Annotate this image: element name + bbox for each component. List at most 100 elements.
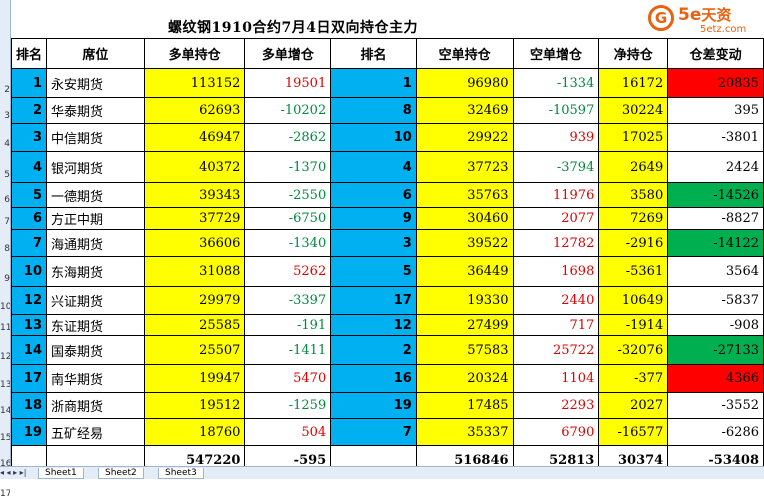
short-position-cell[interactable]: 96980 xyxy=(415,68,514,98)
long-position-cell[interactable]: 19947 xyxy=(143,364,246,393)
short-position-cell[interactable]: 39522 xyxy=(415,229,514,257)
long-rank-cell[interactable]: 1 xyxy=(10,68,48,98)
header-net-position[interactable]: 净持仓 xyxy=(598,38,669,69)
short-rank-cell[interactable]: 12 xyxy=(330,314,417,336)
diff-change-cell[interactable]: -3801 xyxy=(667,123,764,152)
short-rank-cell[interactable]: 4 xyxy=(330,151,417,183)
long-position-cell[interactable]: 31088 xyxy=(143,256,246,287)
short-rank-cell[interactable]: 17 xyxy=(330,286,417,315)
seat-name-cell[interactable]: 兴证期货 xyxy=(46,286,145,315)
long-change-cell[interactable]: -191 xyxy=(244,314,332,336)
short-position-cell[interactable]: 29922 xyxy=(415,123,514,152)
net-position-cell[interactable]: -5361 xyxy=(598,256,669,287)
long-rank-cell[interactable]: 17 xyxy=(10,364,48,393)
diff-change-cell[interactable]: 395 xyxy=(667,97,764,124)
short-rank-cell[interactable]: 5 xyxy=(330,256,417,287)
long-change-cell[interactable]: -3397 xyxy=(244,286,332,315)
seat-name-cell[interactable]: 国泰期货 xyxy=(46,335,145,365)
short-change-cell[interactable]: 1104 xyxy=(512,364,600,393)
short-position-cell[interactable]: 19330 xyxy=(415,286,514,315)
short-position-cell[interactable]: 27499 xyxy=(415,314,514,336)
short-change-cell[interactable]: 717 xyxy=(512,314,600,336)
header-long-change[interactable]: 多单增仓 xyxy=(244,38,332,69)
seat-name-cell[interactable]: 五矿经易 xyxy=(46,418,145,446)
long-change-cell[interactable]: 5262 xyxy=(244,256,332,287)
header-long-rank[interactable]: 排名 xyxy=(10,38,48,69)
net-position-cell[interactable]: -377 xyxy=(598,364,669,393)
net-position-cell[interactable]: 7269 xyxy=(598,207,669,230)
long-rank-cell[interactable]: 4 xyxy=(10,151,48,183)
long-rank-cell[interactable]: 2 xyxy=(10,97,48,124)
short-position-cell[interactable]: 35337 xyxy=(415,418,514,446)
long-position-cell[interactable]: 19512 xyxy=(143,392,246,419)
long-rank-cell[interactable]: 18 xyxy=(10,392,48,419)
short-rank-cell[interactable]: 7 xyxy=(330,418,417,446)
long-position-cell[interactable]: 25507 xyxy=(143,335,246,365)
seat-name-cell[interactable]: 南华期货 xyxy=(46,364,145,393)
header-seat[interactable]: 席位 xyxy=(46,38,145,69)
net-position-cell[interactable]: 2649 xyxy=(598,151,669,183)
short-change-cell[interactable]: 25722 xyxy=(512,335,600,365)
long-position-cell[interactable]: 29979 xyxy=(143,286,246,315)
diff-change-cell[interactable]: -908 xyxy=(667,314,764,336)
diff-change-cell[interactable]: 2424 xyxy=(667,151,764,183)
short-change-cell[interactable]: 2293 xyxy=(512,392,600,419)
short-position-cell[interactable]: 30460 xyxy=(415,207,514,230)
short-change-cell[interactable]: -3794 xyxy=(512,151,600,183)
long-change-cell[interactable]: -1259 xyxy=(244,392,332,419)
seat-name-cell[interactable]: 中信期货 xyxy=(46,123,145,152)
short-position-cell[interactable]: 35763 xyxy=(415,182,514,208)
long-position-cell[interactable]: 39343 xyxy=(143,182,246,208)
long-rank-cell[interactable]: 14 xyxy=(10,335,48,365)
long-position-cell[interactable]: 36606 xyxy=(143,229,246,257)
long-change-cell[interactable]: 5470 xyxy=(244,364,332,393)
short-rank-cell[interactable]: 8 xyxy=(330,97,417,124)
long-rank-cell[interactable]: 3 xyxy=(10,123,48,152)
long-change-cell[interactable]: -6750 xyxy=(244,207,332,230)
short-rank-cell[interactable]: 6 xyxy=(330,182,417,208)
long-position-cell[interactable]: 62693 xyxy=(143,97,246,124)
short-position-cell[interactable]: 57583 xyxy=(415,335,514,365)
diff-change-cell[interactable]: -5837 xyxy=(667,286,764,315)
short-position-cell[interactable]: 20324 xyxy=(415,364,514,393)
net-position-cell[interactable]: -16577 xyxy=(598,418,669,446)
short-position-cell[interactable]: 17485 xyxy=(415,392,514,419)
header-short-rank[interactable]: 排名 xyxy=(330,38,417,69)
diff-change-cell[interactable]: 4366 xyxy=(667,364,764,393)
seat-name-cell[interactable]: 海通期货 xyxy=(46,229,145,257)
short-change-cell[interactable]: 1698 xyxy=(512,256,600,287)
diff-change-cell[interactable]: -27133 xyxy=(667,335,764,365)
short-change-cell[interactable]: -10597 xyxy=(512,97,600,124)
short-rank-cell[interactable]: 2 xyxy=(330,335,417,365)
net-position-cell[interactable]: 16172 xyxy=(598,68,669,98)
long-rank-cell[interactable]: 13 xyxy=(10,314,48,336)
short-position-cell[interactable]: 36449 xyxy=(415,256,514,287)
short-change-cell[interactable]: 6790 xyxy=(512,418,600,446)
header-diff-change[interactable]: 仓差变动 xyxy=(667,38,764,69)
header-short-change[interactable]: 空单增仓 xyxy=(512,38,600,69)
short-rank-cell[interactable]: 19 xyxy=(330,392,417,419)
short-change-cell[interactable]: 2077 xyxy=(512,207,600,230)
seat-name-cell[interactable]: 东海期货 xyxy=(46,256,145,287)
seat-name-cell[interactable]: 方正中期 xyxy=(46,207,145,230)
seat-name-cell[interactable]: 浙商期货 xyxy=(46,392,145,419)
seat-name-cell[interactable]: 银河期货 xyxy=(46,151,145,183)
long-position-cell[interactable]: 37729 xyxy=(143,207,246,230)
long-change-cell[interactable]: 19501 xyxy=(244,68,332,98)
net-position-cell[interactable]: 10649 xyxy=(598,286,669,315)
long-change-cell[interactable]: -10202 xyxy=(244,97,332,124)
short-rank-cell[interactable]: 9 xyxy=(330,207,417,230)
short-rank-cell[interactable]: 1 xyxy=(330,68,417,98)
net-position-cell[interactable]: 17025 xyxy=(598,123,669,152)
long-rank-cell[interactable]: 5 xyxy=(10,182,48,208)
long-change-cell[interactable]: -2550 xyxy=(244,182,332,208)
diff-change-cell[interactable]: -3552 xyxy=(667,392,764,419)
header-long-position[interactable]: 多单持仓 xyxy=(143,38,246,69)
short-position-cell[interactable]: 32469 xyxy=(415,97,514,124)
long-rank-cell[interactable]: 12 xyxy=(10,286,48,315)
diff-change-cell[interactable]: 3564 xyxy=(667,256,764,287)
short-change-cell[interactable]: 939 xyxy=(512,123,600,152)
diff-change-cell[interactable]: -14526 xyxy=(667,182,764,208)
short-position-cell[interactable]: 37723 xyxy=(415,151,514,183)
long-rank-cell[interactable]: 7 xyxy=(10,229,48,257)
